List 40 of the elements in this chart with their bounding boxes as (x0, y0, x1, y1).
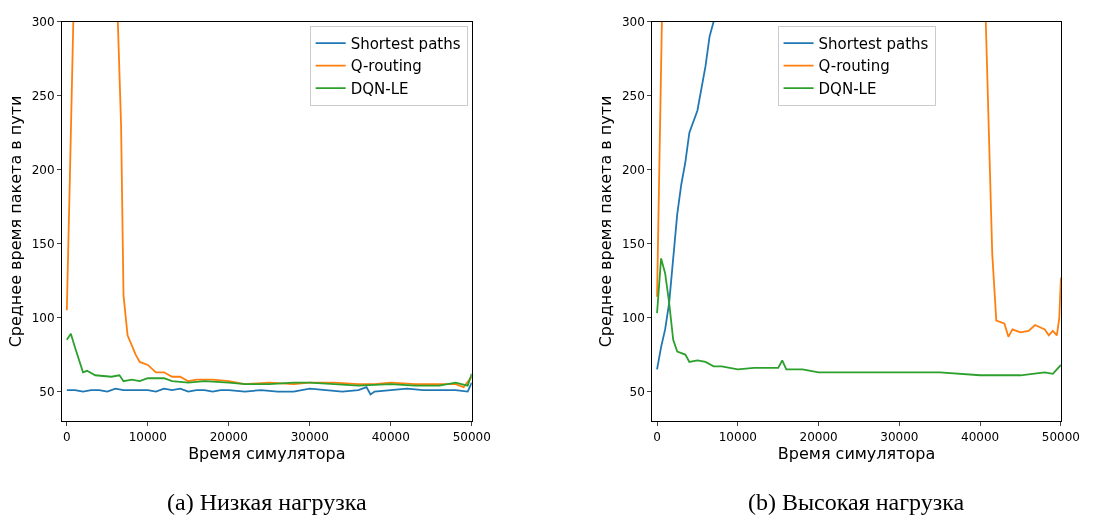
text: (a) Низкая нагрузка (167, 489, 368, 515)
x-tick-label: 40000 (961, 429, 1000, 444)
x-tick-label: 50000 (452, 429, 491, 444)
x-axis-title: Время симулятора (188, 443, 346, 463)
x-tick-label: 50000 (1041, 429, 1080, 444)
x-axis-title: Время симулятора (777, 443, 936, 463)
x-tick-label: 30000 (290, 429, 329, 444)
y-tick-label: 250 (621, 88, 645, 103)
legend-label: Q-routing (350, 57, 422, 76)
legend-label: Shortest paths (818, 34, 929, 53)
y-axis-title: Среднее время пакета в пути (595, 95, 615, 348)
x-tick-label: 10000 (128, 429, 167, 444)
line-series (65, 381, 472, 396)
y-tick-label: 100 (621, 310, 645, 325)
y-tick-label: 250 (31, 88, 55, 103)
x-tick-label: 0 (653, 429, 661, 444)
x-tick-label: 20000 (209, 429, 248, 444)
y-tick-label: 50 (39, 384, 55, 399)
y-tick-label: 150 (621, 236, 645, 251)
x-tick-label: 0 (63, 429, 71, 444)
y-axis-title: Среднее время пакета в пути (5, 95, 25, 348)
x-tick-label: 30000 (880, 429, 919, 444)
y-tick-label: 100 (31, 310, 55, 325)
y-tick-label: 300 (31, 14, 55, 29)
x-tick-label: 20000 (799, 429, 838, 444)
line-series (65, 332, 472, 387)
x-tick-label: 10000 (718, 429, 757, 444)
y-tick-label: 200 (31, 162, 55, 177)
y-tick-label: 300 (621, 14, 645, 29)
y-tick-label: 150 (31, 236, 55, 251)
legend-label: Shortest paths (350, 34, 461, 53)
line-series (656, 21, 715, 371)
x-tick-label: 40000 (371, 429, 410, 444)
legend-label: DQN-LE (350, 79, 409, 98)
y-tick-label: 50 (629, 384, 645, 399)
legend-label: Q-routing (818, 57, 890, 76)
line-series (656, 257, 1061, 377)
legend-label: DQN-LE (818, 79, 877, 98)
y-tick-label: 200 (621, 162, 645, 177)
text: (b) Высокая нагрузка (748, 489, 965, 515)
